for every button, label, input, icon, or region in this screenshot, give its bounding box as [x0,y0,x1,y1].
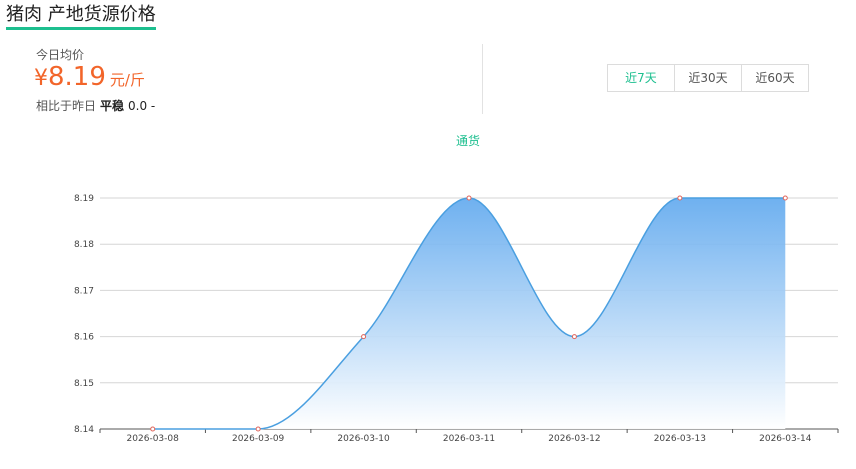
data-point [782,195,788,201]
range-tabs: 近7天 近30天 近60天 [607,64,809,92]
currency-symbol: ¥ [34,66,48,91]
data-point [150,426,156,432]
trend-status: 平稳 [100,99,125,113]
x-tick-label: 2026-03-11 [443,434,495,444]
today-price-label: 今日均价 [36,48,85,62]
compare-label: 相比于昨日 [36,99,97,113]
tab-7-days[interactable]: 近7天 [625,71,657,85]
trend-delta: 0.0 - [128,99,156,113]
y-tick-label: 8.15 [74,379,94,389]
x-tick-label: 2026-03-09 [232,434,285,444]
y-tick-label: 8.19 [74,194,94,204]
x-tick-label: 2026-03-10 [337,434,390,444]
page-title: 猪肉 产地货源价格 [6,4,156,30]
price-value: 8.19 [48,62,106,92]
x-tick-label: 2026-03-08 [127,434,180,444]
data-point [466,195,472,201]
data-point [677,195,683,201]
series-line [152,197,786,430]
compare-yesterday: 相比于昨日 平稳 0.0 - [36,97,155,114]
y-tick-label: 8.17 [74,286,94,296]
price-unit: 元/斤 [109,71,145,89]
y-tick-label: 8.14 [74,425,94,435]
data-point [255,426,261,432]
series-legend[interactable]: 通货 [456,134,481,148]
y-tick-label: 8.18 [74,240,94,250]
vertical-divider [482,44,483,114]
today-price: ¥8.19 元/斤 [34,62,145,92]
y-tick-label: 8.16 [74,333,94,343]
data-point [361,334,367,340]
x-tick-label: 2026-03-13 [654,434,706,444]
data-point [571,334,577,340]
x-tick-label: 2026-03-12 [548,434,600,444]
series-area [152,198,786,429]
tab-30-days[interactable]: 近30天 [674,65,741,91]
tab-60-days[interactable]: 近60天 [741,65,808,91]
x-tick-label: 2026-03-14 [759,434,812,444]
